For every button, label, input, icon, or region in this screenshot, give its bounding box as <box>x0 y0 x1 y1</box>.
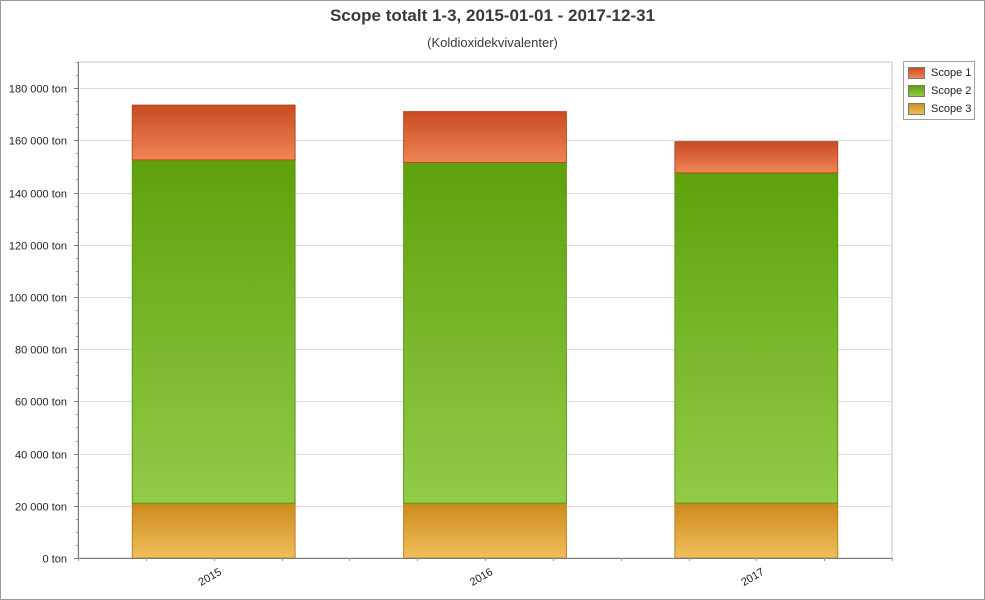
y-tick-label: 100 000 ton <box>9 293 67 305</box>
legend-swatch-scope-2 <box>908 85 925 97</box>
bar-scope-1-2017 <box>674 141 839 174</box>
bar-scope-1-2015 <box>131 104 296 161</box>
legend-swatch-scope-1 <box>908 67 925 79</box>
x-tick-label: 2017 <box>739 566 766 589</box>
bar-scope-3-2015 <box>131 502 296 559</box>
y-tick-label: 80 000 ton <box>15 345 67 357</box>
y-tick-label: 20 000 ton <box>15 502 67 514</box>
bar-scope-2-2017 <box>674 172 839 504</box>
y-tick-label: 160 000 ton <box>9 136 67 148</box>
bar-scope-2-2015 <box>131 159 296 504</box>
chart-subtitle: (Koldioxidekvivalenter) <box>427 35 558 50</box>
chart-title: Scope totalt 1-3, 2015-01-01 - 2017-12-3… <box>329 6 656 25</box>
legend-item-scope-1: Scope 1 <box>908 65 971 81</box>
legend-label-scope-3: Scope 3 <box>931 103 972 115</box>
bar-scope-1-2016 <box>403 111 567 163</box>
y-tick-label: 0 ton <box>43 554 67 566</box>
bar-scope-3-2017 <box>674 502 839 559</box>
legend: Scope 1 Scope 2 Scope 3 <box>903 61 975 120</box>
y-tick-label: 140 000 ton <box>9 189 67 201</box>
legend-label-scope-2: Scope 2 <box>931 85 972 97</box>
y-tick-label: 60 000 ton <box>15 397 67 409</box>
x-tick-label: 2015 <box>197 566 224 589</box>
legend-swatch-scope-3 <box>908 103 925 115</box>
bar-scope-2-2016 <box>403 162 567 504</box>
y-tick-label: 180 000 ton <box>9 84 67 96</box>
y-tick-label: 40 000 ton <box>15 450 67 462</box>
x-tick-label: 2016 <box>468 566 495 589</box>
legend-item-scope-2: Scope 2 <box>908 83 971 99</box>
bar-scope-3-2016 <box>403 502 567 559</box>
legend-label-scope-1: Scope 1 <box>931 67 972 79</box>
y-tick-label: 120 000 ton <box>9 241 67 253</box>
legend-item-scope-3: Scope 3 <box>908 101 971 117</box>
